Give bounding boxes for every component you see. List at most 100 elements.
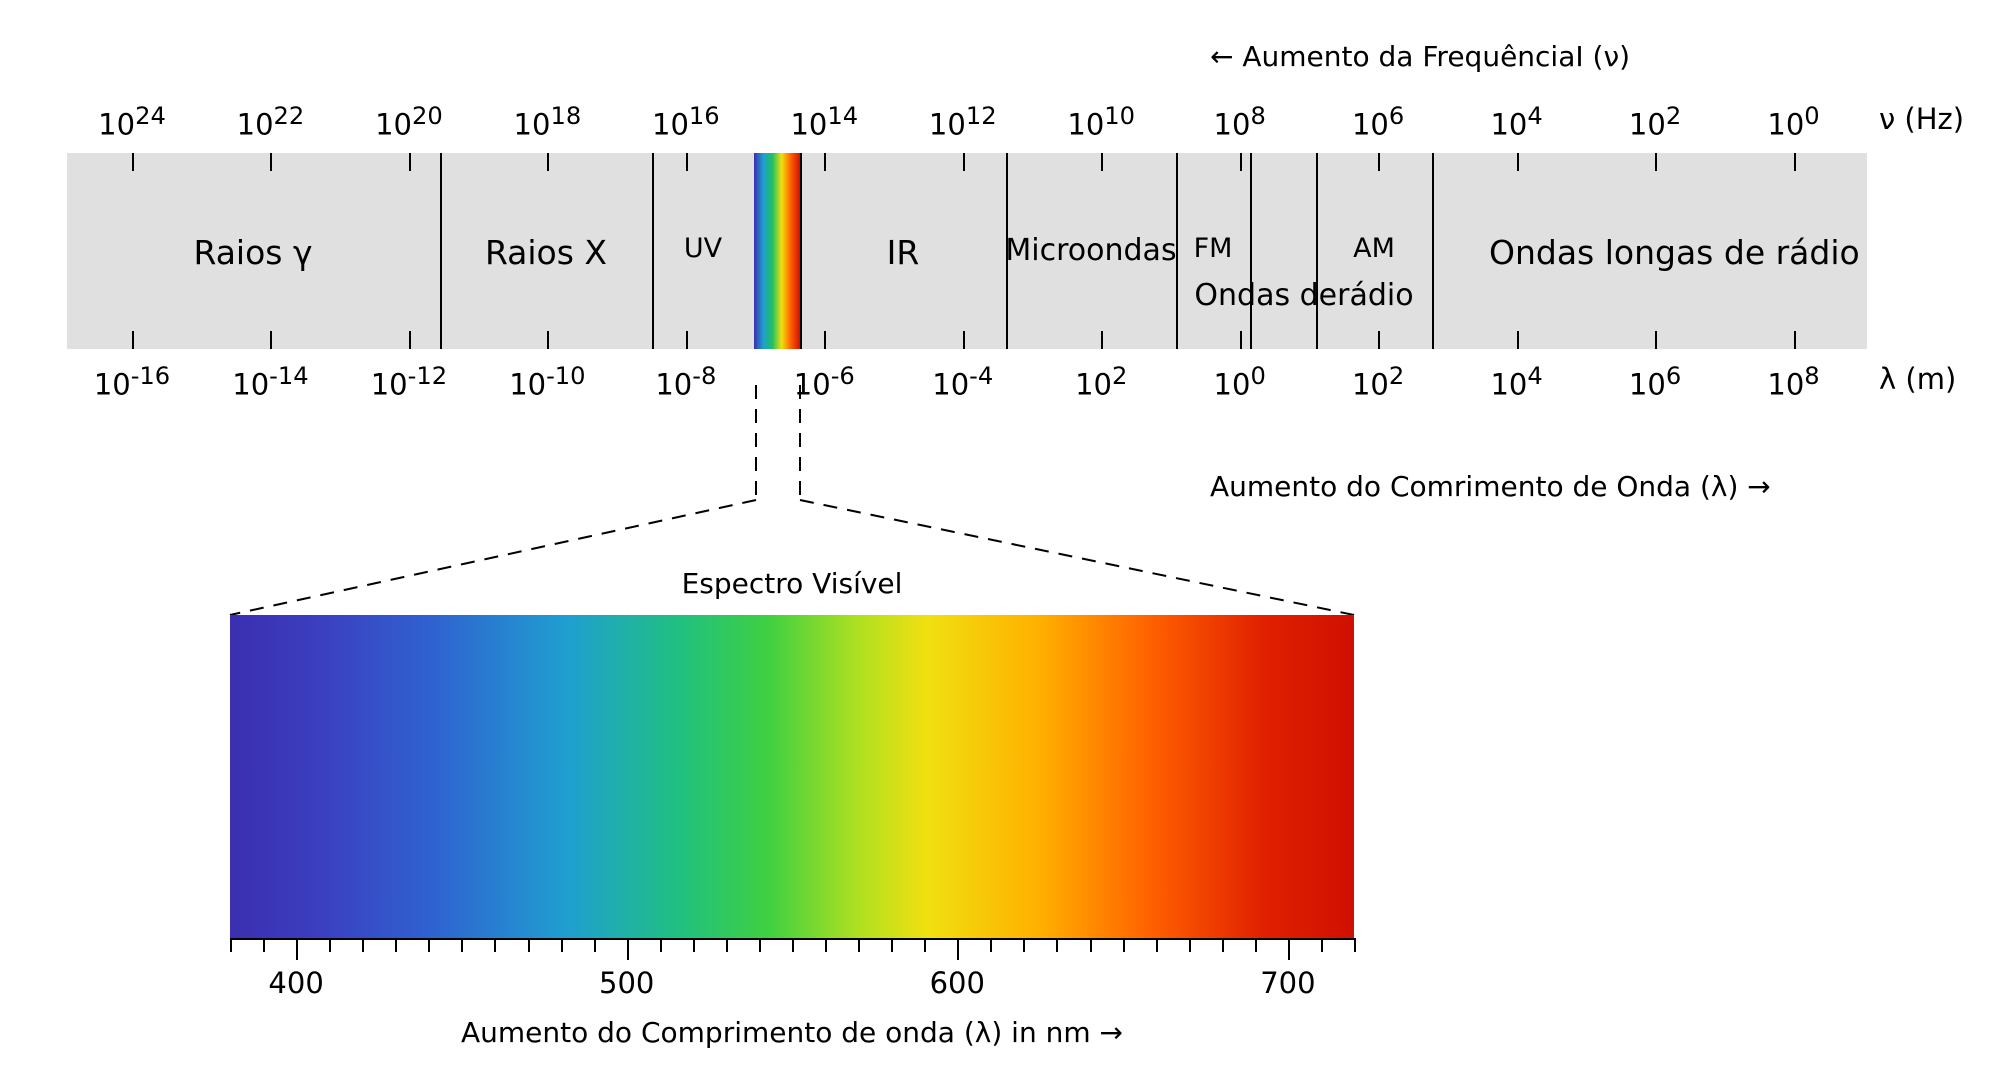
wave-tick-label: 10-4 bbox=[913, 362, 1013, 402]
nm-minor-tick bbox=[759, 938, 761, 952]
nm-tick-label: 600 bbox=[917, 966, 997, 1000]
freq-tick bbox=[1240, 153, 1242, 171]
freq-tick bbox=[409, 153, 411, 171]
nm-minor-tick bbox=[858, 938, 860, 952]
nm-minor-tick bbox=[561, 938, 563, 952]
nm-minor-tick bbox=[693, 938, 695, 952]
wave-tick bbox=[1794, 331, 1796, 349]
freq-tick bbox=[824, 153, 826, 171]
freq-tick bbox=[1378, 153, 1380, 171]
freq-tick-label: 1018 bbox=[507, 102, 587, 142]
nm-minor-tick bbox=[263, 938, 265, 952]
nm-minor-tick bbox=[825, 938, 827, 952]
freq-tick-label: 102 bbox=[1615, 102, 1695, 142]
nm-minor-tick bbox=[528, 938, 530, 952]
nm-minor-tick bbox=[1255, 938, 1257, 952]
wave-tick-label: 106 bbox=[1605, 362, 1705, 402]
wave-tick-label: 10-10 bbox=[497, 362, 597, 402]
freq-tick bbox=[963, 153, 965, 171]
freq-tick-label: 108 bbox=[1200, 102, 1280, 142]
nm-minor-tick bbox=[362, 938, 364, 952]
nm-minor-tick bbox=[1321, 938, 1323, 952]
nm-minor-tick bbox=[726, 938, 728, 952]
wave-tick-label: 10-16 bbox=[82, 362, 182, 402]
freq-tick-label: 100 bbox=[1754, 102, 1834, 142]
wave-tick-label: 10-12 bbox=[359, 362, 459, 402]
nm-minor-tick bbox=[660, 938, 662, 952]
nm-minor-tick bbox=[1056, 938, 1058, 952]
freq-tick-label: 1016 bbox=[646, 102, 726, 142]
wave-tick-label: 10-8 bbox=[636, 362, 736, 402]
wave-tick-label: 102 bbox=[1328, 362, 1428, 402]
nm-minor-tick bbox=[1090, 938, 1092, 952]
freq-tick bbox=[1517, 153, 1519, 171]
freq-tick bbox=[132, 153, 134, 171]
wave-tick-label: 100 bbox=[1190, 362, 1290, 402]
region-am: AM bbox=[1214, 233, 1534, 264]
nm-minor-tick bbox=[1023, 938, 1025, 952]
wave-tick bbox=[963, 331, 965, 349]
nm-minor-tick bbox=[1189, 938, 1191, 952]
freq-tick-label: 104 bbox=[1477, 102, 1557, 142]
freq-tick-label: 1024 bbox=[92, 102, 172, 142]
nm-tick-label: 700 bbox=[1248, 966, 1328, 1000]
visible-spectrum-band bbox=[230, 615, 1354, 938]
freq-unit: ν (Hz) bbox=[1879, 102, 1964, 136]
wave-tick bbox=[1240, 331, 1242, 349]
wave-tick bbox=[1655, 331, 1657, 349]
freq-tick bbox=[686, 153, 688, 171]
freq-tick bbox=[1794, 153, 1796, 171]
wave-unit: λ (m) bbox=[1879, 362, 1956, 396]
nm-minor-tick bbox=[230, 938, 232, 952]
freq-tick-label: 106 bbox=[1338, 102, 1418, 142]
wave-tick bbox=[409, 331, 411, 349]
visible-spectrum-title: Espectro Visível bbox=[230, 567, 1354, 600]
wave-tick-label: 10-14 bbox=[220, 362, 320, 402]
nm-minor-tick bbox=[1123, 938, 1125, 952]
freq-tick-label: 1010 bbox=[1061, 102, 1141, 142]
nm-tick-label: 400 bbox=[256, 966, 336, 1000]
freq-tick-label: 1022 bbox=[230, 102, 310, 142]
nm-minor-tick bbox=[428, 938, 430, 952]
visible-axis-label: Aumento do Comprimento de onda (λ) in nm… bbox=[230, 1016, 1354, 1049]
freq-tick bbox=[270, 153, 272, 171]
nm-minor-tick bbox=[924, 938, 926, 952]
wave-tick-label: 104 bbox=[1467, 362, 1567, 402]
wave-tick bbox=[824, 331, 826, 349]
region-raios-gamma: Raios γ bbox=[93, 233, 413, 272]
wave-tick bbox=[270, 331, 272, 349]
freq-tick bbox=[547, 153, 549, 171]
wave-tick-label: 108 bbox=[1744, 362, 1844, 402]
nm-minor-tick bbox=[494, 938, 496, 952]
nm-tick-label: 500 bbox=[587, 966, 667, 1000]
wave-increase-label: Aumento do Comrimento de Onda (λ) → bbox=[1210, 470, 1771, 503]
nm-major-tick bbox=[957, 938, 959, 960]
nm-minor-tick bbox=[792, 938, 794, 952]
freq-tick-label: 1012 bbox=[923, 102, 1003, 142]
freq-tick bbox=[1655, 153, 1657, 171]
wave-tick bbox=[686, 331, 688, 349]
wave-tick bbox=[1517, 331, 1519, 349]
nm-minor-tick bbox=[395, 938, 397, 952]
wave-tick bbox=[1378, 331, 1380, 349]
freq-tick-label: 1020 bbox=[369, 102, 449, 142]
wave-tick bbox=[1101, 331, 1103, 349]
wave-tick bbox=[547, 331, 549, 349]
nm-major-tick bbox=[1288, 938, 1290, 960]
region-ondas-longas: Ondas longas de rádio bbox=[1489, 233, 1809, 272]
freq-tick-label: 1014 bbox=[784, 102, 864, 142]
nm-minor-tick bbox=[990, 938, 992, 952]
wave-tick bbox=[132, 331, 134, 349]
nm-minor-tick bbox=[1156, 938, 1158, 952]
nm-minor-tick bbox=[1222, 938, 1224, 952]
nm-major-tick bbox=[627, 938, 629, 960]
nm-minor-tick bbox=[461, 938, 463, 952]
wave-tick-label: 102 bbox=[1051, 362, 1151, 402]
nm-minor-tick bbox=[1354, 938, 1356, 952]
nm-major-tick bbox=[296, 938, 298, 960]
wave-tick-label: 10-6 bbox=[774, 362, 874, 402]
nm-minor-tick bbox=[891, 938, 893, 952]
freq-tick bbox=[1101, 153, 1103, 171]
region-ondas-radio: Ondas derádio bbox=[1144, 278, 1464, 313]
freq-increase-label: ← Aumento da FrequênciaI (ν) bbox=[1210, 40, 1630, 73]
